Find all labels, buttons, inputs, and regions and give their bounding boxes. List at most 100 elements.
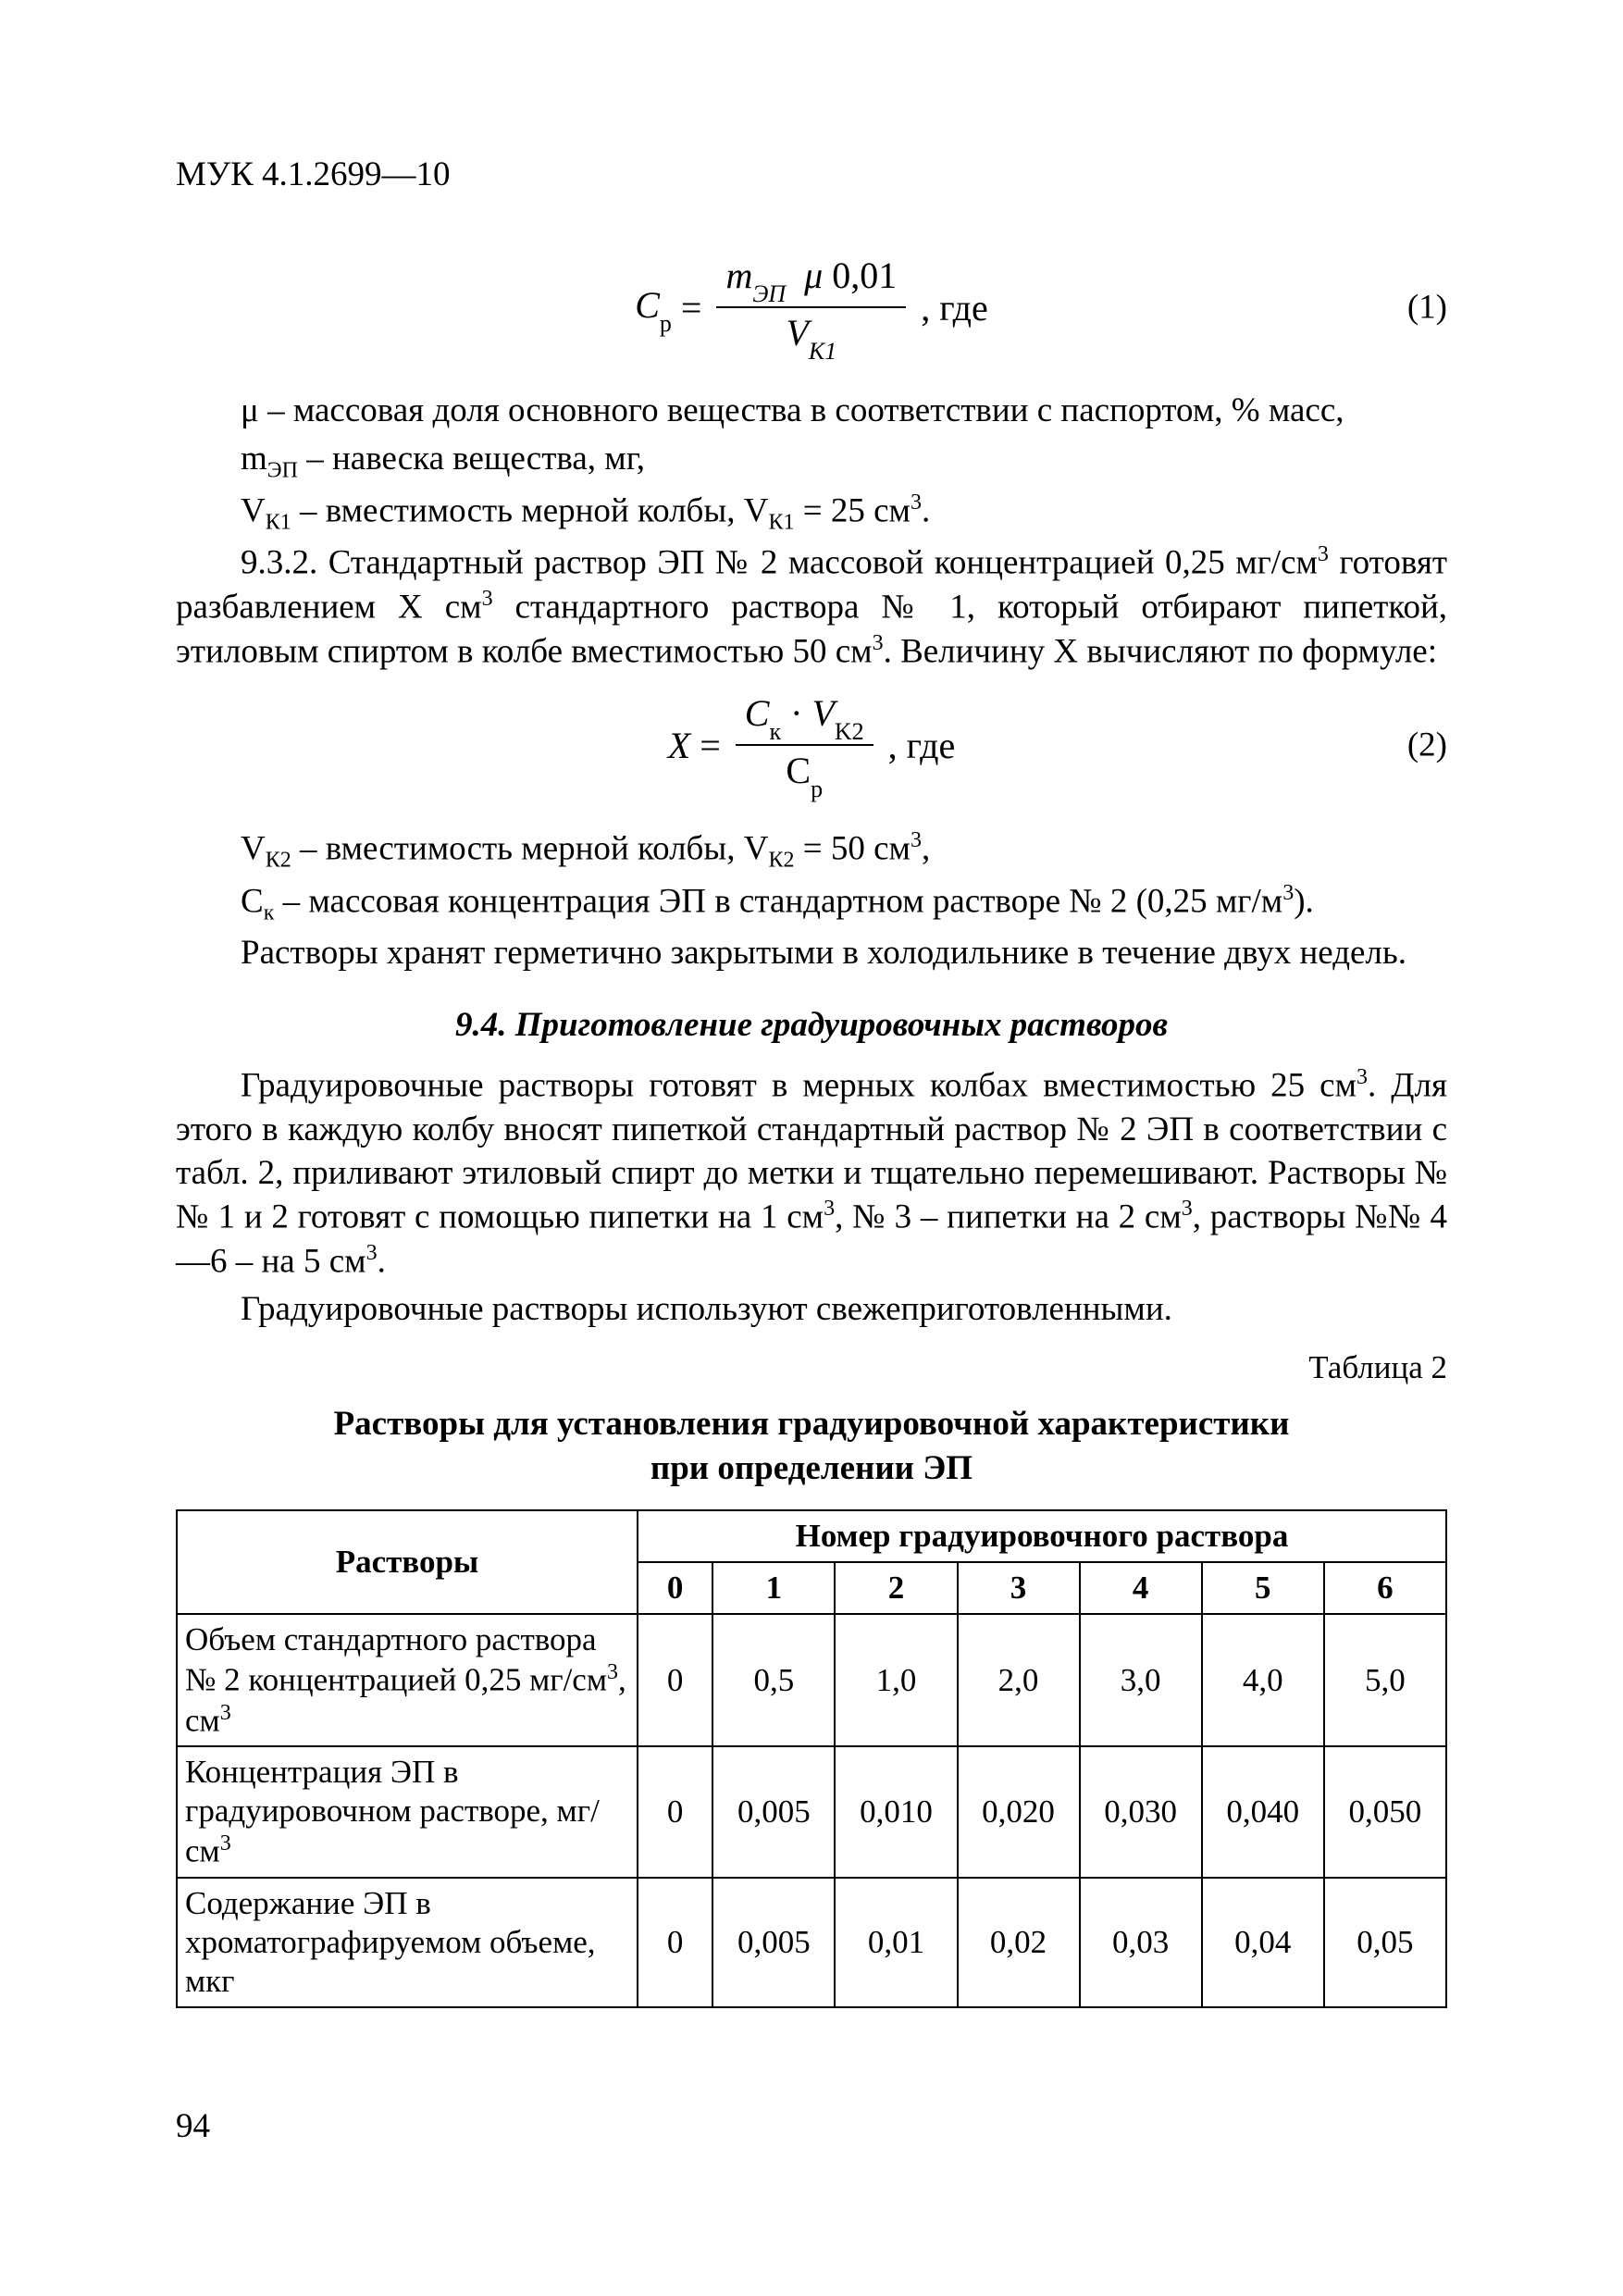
cell: 0,005	[712, 1878, 835, 2007]
def-m: mЭП – навеска вещества, мг,	[176, 437, 1447, 485]
p94-c: , № 3 – пипетки на 2 см	[835, 1198, 1182, 1236]
p932-a: Стандартный раствор ЭП № 2 массовой конц…	[317, 544, 1318, 582]
table-caption: Растворы для установления градуировочной…	[176, 1402, 1447, 1491]
eq1-num-const: 0,01	[832, 254, 897, 296]
eq2-number: (2)	[1407, 724, 1447, 767]
row-label: Содержание ЭП в хроматографируемом объем…	[177, 1878, 638, 2007]
p94: Градуировочные растворы готовят в мерных…	[176, 1063, 1447, 1284]
def-vk2: VК2 – вместимость мерной колбы, VК2 = 50…	[176, 826, 1447, 875]
eq1-tail: , где	[921, 284, 988, 331]
th-col-2: 2	[835, 1562, 957, 1614]
cell: 0,01	[835, 1878, 957, 2007]
cell: 0,02	[958, 1878, 1080, 2007]
eq1-num-m-sub: ЭП	[752, 280, 786, 307]
cell: 0	[638, 1746, 712, 1878]
def2-c-end: ).	[1294, 882, 1314, 920]
table-row: Объем стандартного раствора № 2 концентр…	[177, 1614, 1446, 1746]
def2-c-sym: C	[241, 882, 264, 920]
def-v-eq-rhs: = 25 см	[795, 491, 911, 529]
eq1-num-m: m	[725, 254, 752, 296]
cell: 2,0	[958, 1614, 1080, 1746]
eq2-dot: ·	[790, 692, 802, 734]
cell: 3,0	[1080, 1614, 1202, 1746]
eq1-lhs-sub: р	[660, 310, 672, 337]
p94-fresh: Градуировочные растворы используют свеже…	[176, 1287, 1447, 1331]
cell: 0,040	[1202, 1746, 1324, 1878]
def-vk1: VК1 – вместимость мерной колбы, VК1 = 25…	[176, 489, 1447, 537]
eq1-num-mu: μ	[804, 254, 823, 296]
th-col-4: 4	[1080, 1562, 1202, 1614]
doc-header: МУК 4.1.2699—10	[176, 153, 1447, 196]
table-caption-l1: Растворы для установления градуировочной…	[334, 1405, 1290, 1443]
p932-c: см	[423, 588, 482, 626]
cell: 5,0	[1324, 1614, 1446, 1746]
def2-v-eq-end: ,	[922, 830, 930, 868]
def-v-eq-sub: К1	[768, 511, 794, 535]
def-v-eq-end: .	[922, 491, 930, 529]
table-row: Концентрация ЭП в градуировочном раствор…	[177, 1746, 1446, 1878]
def-v-sym: V	[241, 491, 266, 529]
cell: 0,05	[1324, 1878, 1446, 2007]
p932: 9.3.2. Стандартный раствор ЭП № 2 массов…	[176, 540, 1447, 673]
th-col-6: 6	[1324, 1562, 1446, 1614]
th-rastvory: Растворы	[177, 1510, 638, 1614]
def2-v-eq-sup: 3	[911, 828, 922, 852]
eq2-den-c-sub: р	[811, 776, 823, 802]
cell: 0,5	[712, 1614, 835, 1746]
eq2-tail: , где	[888, 722, 956, 769]
eq1-lhs-sym: C	[635, 284, 660, 326]
p94-a: Градуировочные растворы готовят в мерных…	[241, 1066, 1357, 1104]
calibration-table: Растворы Номер градуировочного раствора …	[176, 1509, 1447, 2008]
def-v-eq-lhs: V	[744, 491, 769, 529]
def2-v-sub: К2	[266, 849, 291, 873]
th-col-5: 5	[1202, 1562, 1324, 1614]
def2-c-tail: – массовая концентрация ЭП в стандартном…	[274, 882, 1282, 920]
def2-v-tail: – вместимость мерной колбы,	[291, 830, 744, 868]
th-group: Номер градуировочного раствора	[638, 1510, 1446, 1562]
storage-note: Растворы хранят герметично закрытыми в х…	[176, 931, 1447, 974]
th-col-0: 0	[638, 1562, 712, 1614]
p932-x1: X	[398, 588, 423, 626]
def2-v-eq-rhs: = 50 см	[795, 830, 911, 868]
equation-1-row: Cр = mЭП μ 0,01 VK1 , где (1)	[176, 252, 1447, 363]
def-mu: μ – массовая доля основного вещества в с…	[176, 389, 1447, 432]
row-label: Концентрация ЭП в градуировочном раствор…	[177, 1746, 638, 1878]
cell: 0	[638, 1614, 712, 1746]
cell: 0,04	[1202, 1878, 1324, 2007]
eq1-den-v: V	[786, 312, 808, 354]
equation-2-row: X = Cк · VK2 Cр , где (2)	[176, 689, 1447, 800]
def-ck: Cк – массовая концентрация ЭП в стандарт…	[176, 879, 1447, 927]
table-label: Таблица 2	[176, 1347, 1447, 1389]
p932-f: вычисляют по формуле:	[1078, 632, 1437, 670]
page-number: 94	[176, 2104, 210, 2148]
cell: 0	[638, 1878, 712, 2007]
def-v-eq-sup: 3	[911, 490, 922, 515]
cell: 0,03	[1080, 1878, 1202, 2007]
p932-e: . Величину	[884, 632, 1054, 670]
eq2-num-c: C	[745, 692, 770, 734]
equation-1: Cр = mЭП μ 0,01 VK1 , где	[635, 254, 988, 360]
cell: 4,0	[1202, 1614, 1324, 1746]
equation-2: X = Cк · VK2 Cр , где	[668, 692, 955, 798]
section-9-4-title: 9.4. Приготовление градуировочных раство…	[176, 1003, 1447, 1047]
def-v-sub: К1	[266, 511, 291, 535]
def-m-tail: – навеска вещества, мг,	[298, 440, 645, 478]
row-label: Объем стандартного раствора № 2 концентр…	[177, 1614, 638, 1746]
table-row: Содержание ЭП в хроматографируемом объем…	[177, 1878, 1446, 2007]
eq2-num-v-sub: K2	[835, 718, 864, 745]
cell: 0,020	[958, 1746, 1080, 1878]
eq1-number: (1)	[1407, 286, 1447, 329]
page: МУК 4.1.2699—10 Cр = mЭП μ 0,01 VK1 , гд…	[0, 0, 1623, 2296]
eq2-num-v: V	[812, 692, 834, 734]
p94-e: .	[378, 1242, 386, 1280]
eq1-den-v-sub: K1	[809, 338, 836, 365]
def2-v-eq-lhs: V	[744, 830, 769, 868]
def-v-tail-a: – вместимость мерной колбы,	[291, 491, 744, 529]
def2-c-sub: к	[264, 900, 275, 925]
eq2-den-c: C	[786, 750, 811, 791]
def-m-sub: ЭП	[267, 458, 298, 482]
cell: 1,0	[835, 1614, 957, 1746]
p932-label: 9.3.2.	[241, 544, 317, 582]
cell: 0,050	[1324, 1746, 1446, 1878]
eq2-num-c-sub: к	[769, 718, 781, 745]
